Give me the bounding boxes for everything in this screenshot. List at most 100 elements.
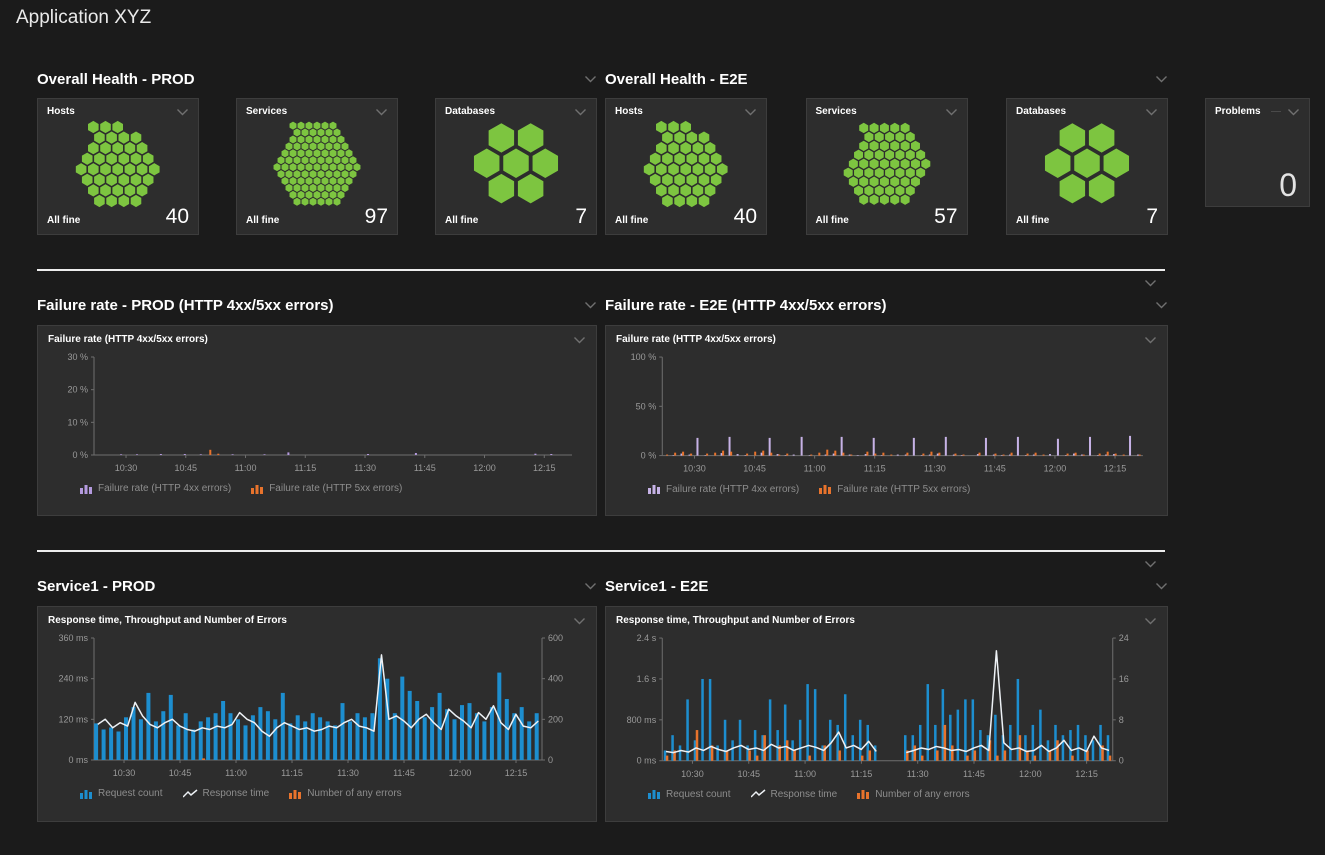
section-title-service1-e2e: Service1 - E2E: [605, 578, 708, 595]
health-tile-databases-prod[interactable]: Databases All fine 7: [435, 98, 597, 235]
chevron-down-icon[interactable]: [1144, 336, 1157, 344]
legend-item[interactable]: Request count: [648, 789, 731, 800]
legend-item[interactable]: Response time: [751, 789, 838, 800]
health-tile-databases-e2e[interactable]: Databases All fine 7: [1006, 98, 1168, 235]
svg-text:120 ms: 120 ms: [58, 714, 88, 724]
health-tile-hosts-e2e[interactable]: Hosts All fine 40: [605, 98, 767, 235]
chevron-down-icon[interactable]: [1155, 582, 1168, 590]
tile-title: Hosts: [615, 106, 643, 117]
chevron-down-icon[interactable]: [1155, 75, 1168, 83]
service1-e2e-chart[interactable]: 0 ms800 ms1.6 s2.4 s08162410:3010:4511:0…: [616, 630, 1157, 783]
chart-title: Failure rate (HTTP 4xx/5xx errors): [48, 334, 208, 345]
legend-label: Failure rate (HTTP 5xx errors): [837, 484, 970, 495]
svg-text:12:00: 12:00: [1019, 769, 1042, 779]
health-tile-services-e2e[interactable]: Services All fine 57: [806, 98, 968, 235]
svg-text:10:30: 10:30: [681, 769, 704, 779]
status-label: All fine: [47, 215, 80, 226]
svg-text:11:30: 11:30: [907, 769, 929, 779]
svg-text:200: 200: [548, 714, 563, 724]
failure-rate-e2e-chart[interactable]: 0 %50 %100 %10:3010:4511:0011:1511:3011:…: [616, 349, 1157, 478]
service1-row: Service1 - PROD Response time, Throughpu…: [37, 576, 1325, 822]
svg-text:16: 16: [1119, 674, 1129, 684]
legend-label: Request count: [666, 789, 731, 800]
svg-text:0: 0: [1119, 756, 1124, 766]
chart-tile-service1-prod[interactable]: Response time, Throughput and Number of …: [37, 606, 597, 822]
status-label: All fine: [816, 215, 849, 226]
svg-text:11:00: 11:00: [794, 769, 816, 779]
svg-text:30 %: 30 %: [67, 352, 88, 362]
section-overall-health-prod: Overall Health - PROD Hosts All fine 40: [37, 69, 597, 235]
problems-tile[interactable]: Problems 0: [1205, 98, 1310, 207]
svg-text:0 ms: 0 ms: [68, 755, 88, 765]
legend-item[interactable]: Number of any errors: [289, 788, 401, 799]
problems-column: Problems 0: [1205, 69, 1310, 235]
legend-item[interactable]: Failure rate (HTTP 4xx errors): [80, 483, 231, 494]
svg-text:240 ms: 240 ms: [58, 674, 88, 684]
honeycomb-databases: [1007, 119, 1167, 208]
status-label: All fine: [615, 215, 648, 226]
svg-text:10:30: 10:30: [683, 464, 706, 474]
chevron-down-icon[interactable]: [573, 617, 586, 625]
chevron-down-icon[interactable]: [1287, 108, 1300, 116]
entity-count: 97: [365, 205, 388, 229]
health-tile-services-prod[interactable]: Services All fine 97: [236, 98, 398, 235]
honeycomb-hosts: [606, 119, 766, 208]
chevron-down-icon[interactable]: [744, 108, 757, 116]
chevron-down-icon[interactable]: [574, 108, 587, 116]
legend-item[interactable]: Number of any errors: [857, 789, 969, 800]
page-title: Application XYZ: [0, 0, 1325, 29]
svg-text:11:45: 11:45: [393, 768, 415, 778]
legend-item[interactable]: Failure rate (HTTP 5xx errors): [251, 483, 402, 494]
entity-count: 40: [734, 205, 757, 229]
zigzag-line-icon: [183, 789, 198, 799]
svg-text:400: 400: [548, 674, 563, 684]
entity-count: 57: [934, 205, 957, 229]
chevron-down-icon[interactable]: [584, 582, 597, 590]
legend-item[interactable]: Response time: [183, 788, 270, 799]
status-label: All fine: [246, 215, 279, 226]
failure-rate-prod-chart[interactable]: 0 %10 %20 %30 %10:3010:4511:0011:1511:30…: [48, 349, 586, 477]
chart-tile-service1-e2e[interactable]: Response time, Throughput and Number of …: [605, 606, 1168, 822]
chevron-down-icon[interactable]: [1144, 560, 1157, 568]
svg-text:12:15: 12:15: [1104, 464, 1127, 474]
chevron-down-icon[interactable]: [1144, 617, 1157, 625]
svg-text:12:15: 12:15: [533, 463, 556, 473]
chart-tile-failure-prod[interactable]: Failure rate (HTTP 4xx/5xx errors) 0 %10…: [37, 325, 597, 516]
legend-label: Response time: [771, 789, 838, 800]
legend-item[interactable]: Failure rate (HTTP 5xx errors): [819, 484, 970, 495]
chevron-down-icon[interactable]: [1144, 279, 1157, 287]
svg-text:50 %: 50 %: [636, 401, 657, 411]
svg-text:11:45: 11:45: [414, 463, 436, 473]
chevron-down-icon[interactable]: [573, 336, 586, 344]
chevron-down-icon[interactable]: [945, 108, 958, 116]
section-service1-e2e: Service1 - E2E Response time, Throughput…: [605, 576, 1168, 822]
chart-legend: Request count Response time Number of any …: [616, 789, 1157, 800]
section-failure-rate-e2e: Failure rate - E2E (HTTP 4xx/5xx errors)…: [605, 295, 1168, 516]
chevron-down-icon[interactable]: [375, 108, 388, 116]
chevron-down-icon[interactable]: [584, 75, 597, 83]
chevron-down-icon[interactable]: [1145, 108, 1158, 116]
tile-title: Services: [816, 106, 857, 117]
section-title-overall-health-prod: Overall Health - PROD: [37, 71, 195, 88]
entity-count: 40: [166, 205, 189, 229]
legend-item[interactable]: Failure rate (HTTP 4xx errors): [648, 484, 799, 495]
legend-item[interactable]: Request count: [80, 788, 163, 799]
tile-title: Hosts: [47, 106, 75, 117]
honeycomb-databases: [436, 119, 596, 208]
chevron-down-icon[interactable]: [584, 301, 597, 309]
overall-health-row: Overall Health - PROD Hosts All fine 40: [37, 69, 1325, 235]
service1-prod-chart[interactable]: 0 ms120 ms240 ms360 ms020040060010:3010:…: [48, 630, 586, 782]
chart-title: Failure rate (HTTP 4xx/5xx errors): [616, 334, 776, 345]
svg-text:0 %: 0 %: [72, 450, 88, 460]
legend-label: Number of any errors: [307, 788, 401, 799]
chevron-down-icon[interactable]: [176, 108, 189, 116]
svg-text:11:30: 11:30: [354, 463, 376, 473]
chevron-down-icon[interactable]: [1155, 301, 1168, 309]
chart-legend: Failure rate (HTTP 4xx errors) Failure ra…: [616, 484, 1157, 495]
legend-label: Failure rate (HTTP 4xx errors): [98, 483, 231, 494]
chart-tile-failure-e2e[interactable]: Failure rate (HTTP 4xx/5xx errors) 0 %50…: [605, 325, 1168, 516]
health-tile-hosts-prod[interactable]: Hosts All fine 40: [37, 98, 199, 235]
dashboard: Application XYZ Overall Health - PROD Ho…: [0, 0, 1325, 855]
tile-title: Databases: [445, 106, 495, 117]
svg-text:11:15: 11:15: [294, 463, 316, 473]
